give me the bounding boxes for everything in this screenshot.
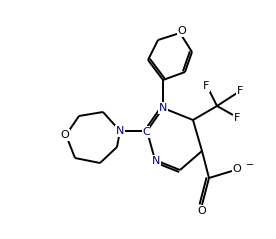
Text: N: N — [152, 156, 160, 166]
Text: N: N — [116, 126, 124, 136]
Text: O: O — [198, 206, 206, 216]
Text: F: F — [203, 81, 209, 91]
Text: F: F — [237, 86, 243, 96]
Text: O: O — [233, 164, 242, 174]
Text: −: − — [246, 160, 254, 170]
Text: N: N — [159, 103, 167, 113]
Text: F: F — [234, 113, 240, 123]
Text: O: O — [178, 26, 186, 36]
Text: C: C — [142, 127, 150, 137]
Text: O: O — [61, 130, 69, 140]
